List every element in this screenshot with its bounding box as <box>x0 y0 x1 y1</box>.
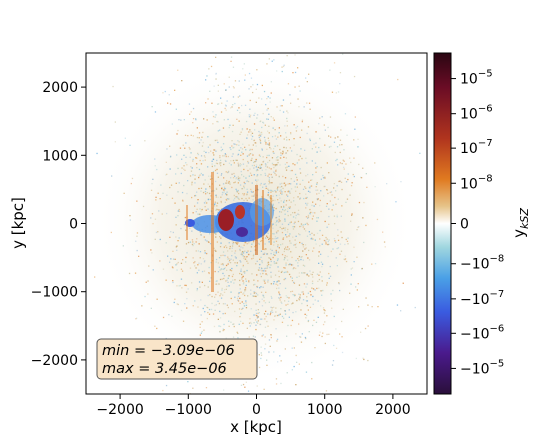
orange-band-mid <box>255 185 258 255</box>
colorbar-tick-label: 10−5 <box>460 69 493 88</box>
y-tick-label: −2000 <box>31 353 78 369</box>
colorbar-label-base: y <box>510 229 528 238</box>
colorbar-ticks: 10−5 10−6 10−7 10−8 0 −10−8 −10−7 −10−6 −10−5 <box>451 69 504 377</box>
stats-max-value: 3.45e−06 <box>155 361 227 377</box>
colorbar-tick-label: −10−8 <box>460 254 504 273</box>
purple-knot <box>236 227 248 237</box>
stats-max-label: max <box>102 361 134 377</box>
colorbar-tick-label: 10−8 <box>460 173 493 192</box>
colorbar-tick-label: −10−7 <box>460 289 504 308</box>
red-core <box>218 209 234 231</box>
colorbar-tick-label: 10−7 <box>460 138 493 157</box>
stats-min-value: −3.09e−06 <box>151 343 235 359</box>
y-axis-label: y [kpc] <box>9 197 27 249</box>
x-axis-label: x [kpc] <box>230 418 282 436</box>
x-axis: −2000 −1000 0 1000 2000 <box>96 394 411 418</box>
stats-annotation: min = −3.09e−06 max = 3.45e−06 <box>96 338 258 380</box>
orange-band-mid2 <box>262 190 264 250</box>
stats-min: min = −3.09e−06 <box>102 343 235 359</box>
colorbar: 10−5 10−6 10−7 10−8 0 −10−8 −10−7 −10−6 −10−5 yk… <box>433 52 531 395</box>
orange-band-far <box>186 205 188 240</box>
colorbar-label: ykSZ <box>510 208 531 238</box>
y-tick-label: 1000 <box>42 148 78 164</box>
y-tick-label: −1000 <box>31 285 78 301</box>
orange-band-right <box>270 195 272 245</box>
y-tick-label: 2000 <box>42 80 78 96</box>
colorbar-gradient <box>433 52 452 395</box>
orange-band-left <box>211 172 214 292</box>
x-tick-label: 2000 <box>375 402 411 418</box>
colorbar-tick-label: −10−5 <box>460 358 504 377</box>
y-tick-label: 0 <box>69 217 78 233</box>
x-tick-label: 1000 <box>307 402 343 418</box>
colorbar-tick-label: 0 <box>460 217 469 233</box>
x-tick-label: −1000 <box>165 402 212 418</box>
x-tick-label: 0 <box>252 402 261 418</box>
y-axis: 2000 1000 0 −1000 −2000 <box>31 80 86 369</box>
central-structure <box>185 172 274 292</box>
stats-max: max = 3.45e−06 <box>102 361 227 377</box>
stats-box <box>96 338 258 380</box>
red-core-2 <box>235 205 245 219</box>
x-tick-label: −2000 <box>96 402 143 418</box>
plot-area <box>85 52 428 395</box>
colorbar-label-sub: kSZ <box>518 208 531 229</box>
stats-min-label: min <box>102 343 129 359</box>
colorbar-tick-label: 10−6 <box>460 104 493 123</box>
colorbar-tick-label: −10−6 <box>460 323 504 342</box>
